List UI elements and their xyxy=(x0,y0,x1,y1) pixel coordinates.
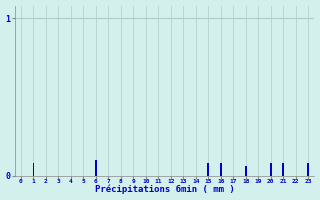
X-axis label: Précipitations 6min ( mm ): Précipitations 6min ( mm ) xyxy=(95,185,235,194)
Bar xyxy=(245,166,247,176)
Bar xyxy=(282,163,284,176)
Bar xyxy=(220,163,222,176)
Bar xyxy=(95,160,97,176)
Bar xyxy=(270,163,272,176)
Bar xyxy=(307,163,309,176)
Bar xyxy=(207,163,209,176)
Bar xyxy=(33,163,34,176)
